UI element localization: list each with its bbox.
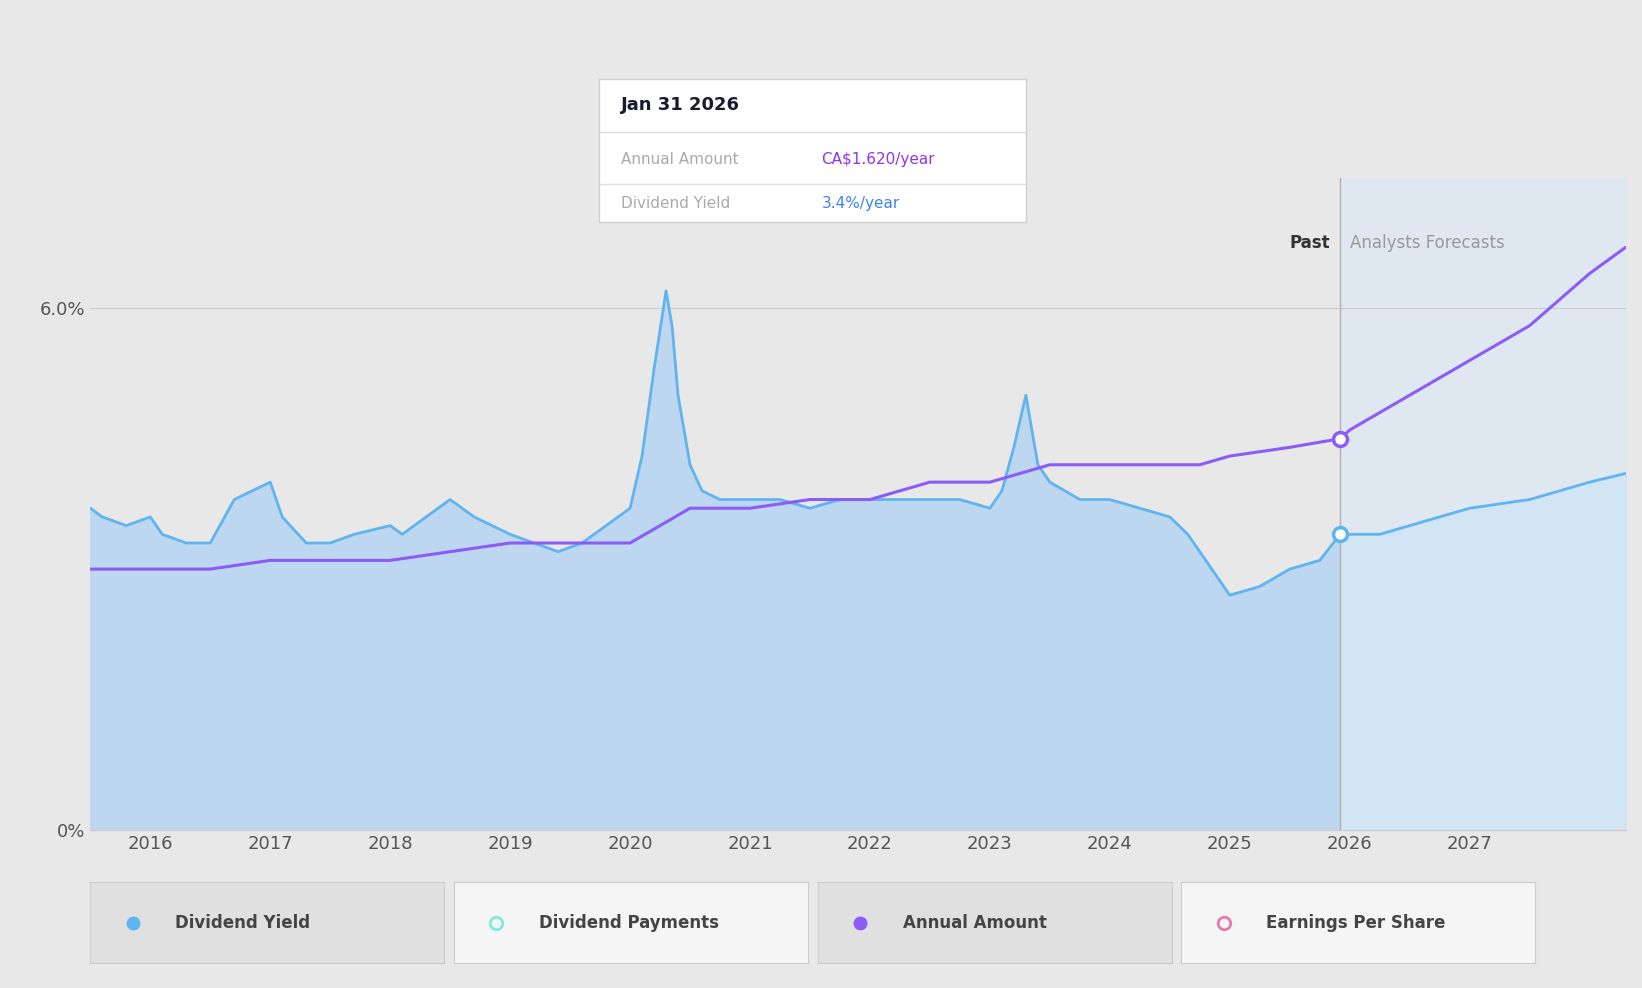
Text: Analysts Forecasts: Analysts Forecasts	[1350, 234, 1504, 252]
Bar	[1340, 178, 1626, 830]
Text: Annual Amount: Annual Amount	[621, 152, 739, 167]
Text: Dividend Yield: Dividend Yield	[176, 914, 310, 932]
Text: Dividend Payments: Dividend Payments	[539, 914, 719, 932]
Text: Earnings Per Share: Earnings Per Share	[1266, 914, 1445, 932]
Text: 3.4%/year: 3.4%/year	[821, 197, 900, 211]
Text: Past: Past	[1291, 234, 1330, 252]
Text: CA$1.620/year: CA$1.620/year	[821, 152, 934, 167]
Text: Annual Amount: Annual Amount	[903, 914, 1046, 932]
Text: Jan 31 2026: Jan 31 2026	[621, 96, 739, 114]
Text: Dividend Yield: Dividend Yield	[621, 197, 731, 211]
